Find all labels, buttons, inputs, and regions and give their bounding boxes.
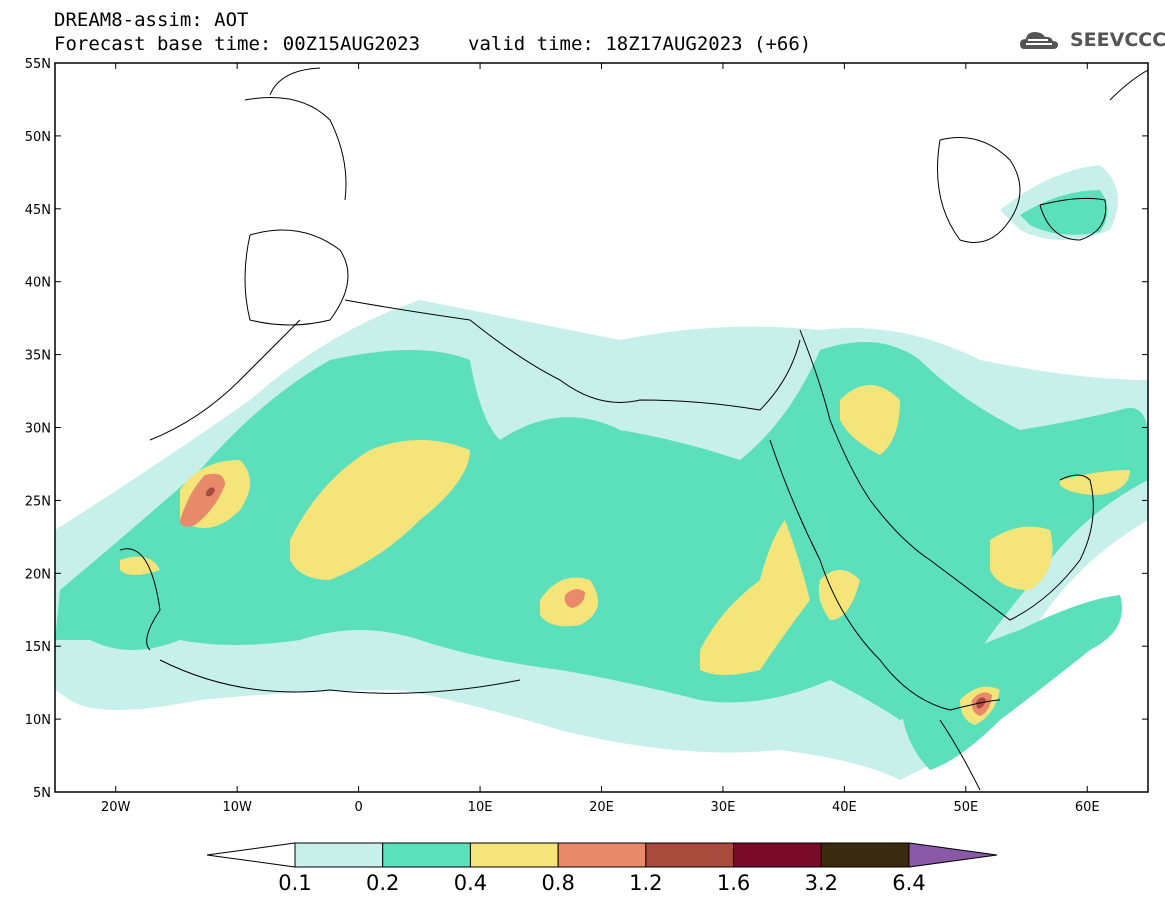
colorbar-box <box>645 842 735 868</box>
lat-tick-label: 20N <box>25 567 51 582</box>
colorbar <box>206 842 998 868</box>
lon-tick-label: 50E <box>953 800 978 815</box>
lon-tick-label: 10W <box>222 800 252 815</box>
colorbar-level-label: 1.2 <box>629 871 663 895</box>
colorbar-box <box>469 842 559 868</box>
colorbar-over-triangle <box>908 842 998 868</box>
lat-tick-label: 50N <box>25 130 51 145</box>
colorbar-level-label: 0.4 <box>453 871 488 895</box>
colorbar-box <box>820 842 910 868</box>
lon-tick-label: 60E <box>1075 800 1100 815</box>
aot-field <box>55 67 1148 791</box>
colorbar-level-label: 0.2 <box>366 871 400 895</box>
lon-tick-label: 40E <box>832 800 857 815</box>
lat-tick-label: 40N <box>25 276 51 291</box>
valid-time: valid time: 18Z17AUG2023 (+66) <box>468 33 812 55</box>
lon-tick-label: 30E <box>711 800 736 815</box>
colorbar-level-label: 0.1 <box>278 871 312 895</box>
colorbar-box <box>294 842 384 868</box>
axis-ticks: 55N 50N 45N 40N 35N 30N 25N 20N 15N 10N 5N 20W 10W 0 1… <box>25 57 1148 815</box>
colorbar-level-label: 6.4 <box>892 871 926 895</box>
lon-tick-label: 20E <box>589 800 614 815</box>
colorbar-under-triangle <box>206 842 296 868</box>
lat-tick-label: 55N <box>25 57 51 72</box>
colorbar-box <box>382 842 471 868</box>
map-title: DREAM8-assim: AOT <box>54 9 249 31</box>
logo-text: SEEVCCC <box>1070 29 1165 51</box>
base-time: Forecast base time: 00Z15AUG2023 <box>54 33 421 55</box>
colorbar-box <box>733 842 822 868</box>
time-info: Forecast base time: 00Z15AUG2023 valid ti… <box>54 33 811 55</box>
lat-tick-label: 25N <box>25 494 51 509</box>
lat-tick-label: 35N <box>25 349 51 364</box>
coastlines <box>119 67 1148 791</box>
cloud-logo-icon <box>1020 32 1058 49</box>
lat-tick-label: 5N <box>33 786 51 801</box>
lat-tick-label: 15N <box>25 640 51 655</box>
lat-tick-label: 45N <box>25 203 51 218</box>
lat-tick-label: 30N <box>25 422 51 437</box>
lat-tick-label: 10N <box>25 713 51 728</box>
lon-tick-label: 20W <box>101 800 131 815</box>
lon-tick-label: 0 <box>354 800 362 815</box>
colorbar-level-label: 1.6 <box>716 871 751 895</box>
lon-tick-label: 10E <box>468 800 493 815</box>
colorbar-level-label: 3.2 <box>804 871 838 895</box>
colorbar-level-label: 0.8 <box>541 871 575 895</box>
colorbar-box <box>557 842 647 868</box>
